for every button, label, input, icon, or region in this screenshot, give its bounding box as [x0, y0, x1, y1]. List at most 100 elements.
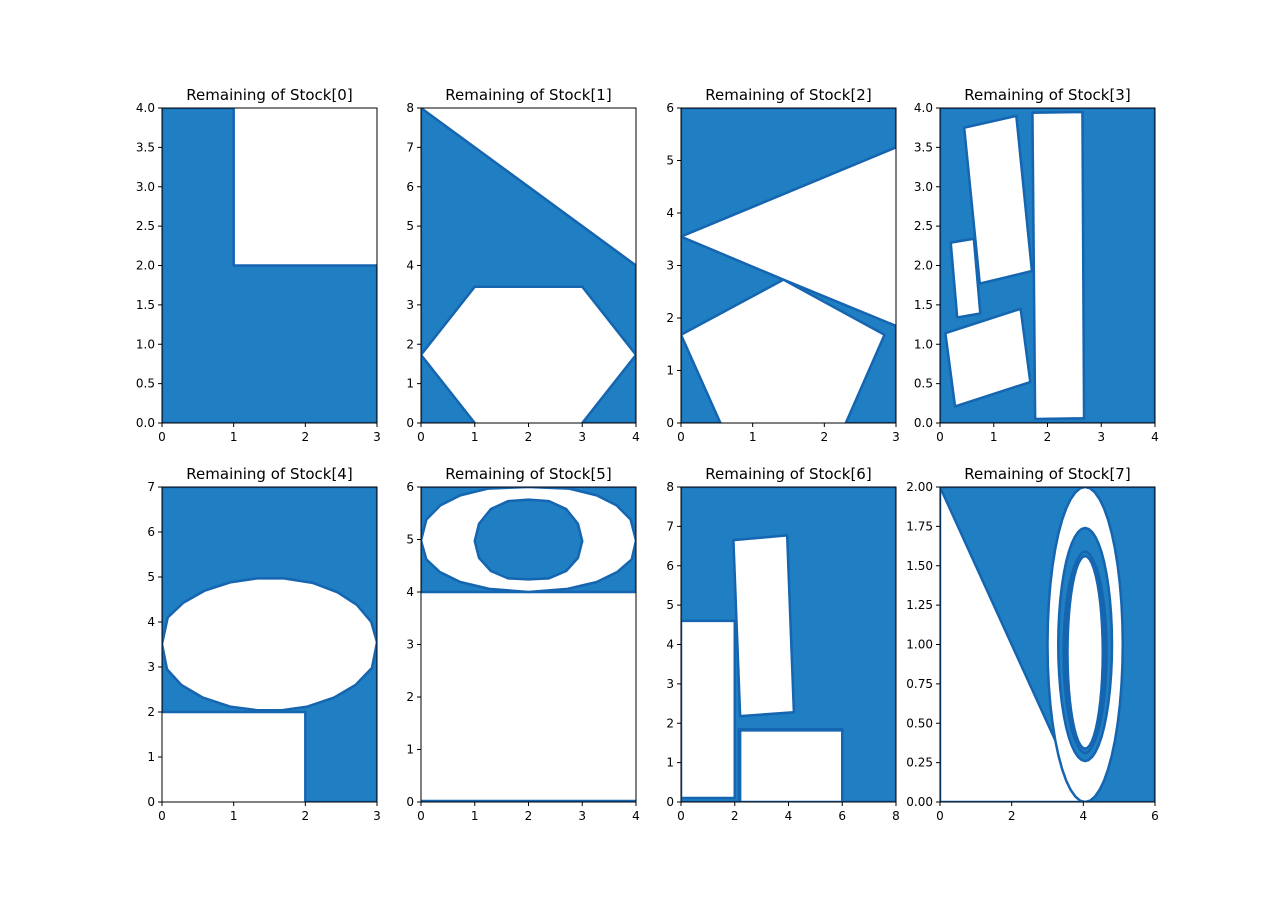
- panel-0: 0 1 2 3 0.0 0.5 1.0 1.5 2.0 2.5 3.0 3.5 4.0 Remaining…: [136, 86, 381, 444]
- y-tick-label: 2: [406, 690, 414, 704]
- y-tick-label: 2.0: [914, 259, 933, 273]
- x-tick-label: 2: [525, 430, 533, 444]
- y-tick-label: 1: [406, 743, 414, 757]
- x-tick-label: 6: [838, 809, 846, 823]
- y-tick-label: 0.50: [906, 716, 933, 730]
- remaining-region: [681, 108, 896, 238]
- x-tick-label: 4: [1080, 809, 1088, 823]
- x-tick-label: 0: [936, 809, 944, 823]
- x-tick-label: 2: [731, 809, 739, 823]
- y-tick-label: 4: [406, 259, 414, 273]
- y-tick-label: 5: [147, 570, 155, 584]
- y-tick-label: 6: [666, 101, 674, 115]
- y-tick-label: 3: [666, 259, 674, 273]
- x-tick-label: 6: [1151, 809, 1159, 823]
- y-tick-label: 0: [147, 795, 155, 809]
- y-tick-label: 1.0: [914, 337, 933, 351]
- panel-4: 0 1 2 3 0 1 2 3 4 5 6 7 Remaining of Stock[4]: [147, 465, 380, 823]
- y-tick-label: 1.75: [906, 519, 933, 533]
- y-tick-label: 4.0: [914, 101, 933, 115]
- plot-area: [940, 487, 1155, 802]
- y-tick-label: 0.00: [906, 795, 933, 809]
- y-tick-label: 5: [666, 154, 674, 168]
- remaining-region: [681, 333, 722, 423]
- y-tick-label: 1: [666, 756, 674, 770]
- x-tick-label: 2: [821, 430, 829, 444]
- y-tick-label: 6: [666, 559, 674, 573]
- remaining-region: [421, 108, 636, 357]
- y-tick-label: 2: [666, 311, 674, 325]
- plot-area: [681, 487, 896, 802]
- y-tick-label: 8: [406, 101, 414, 115]
- x-tick-label: 0: [677, 430, 685, 444]
- x-tick-label: 1: [471, 809, 479, 823]
- y-tick-label: 0.25: [906, 756, 933, 770]
- plot-area: [162, 487, 377, 802]
- cut-piece: [940, 487, 1085, 802]
- x-tick-label: 3: [578, 809, 586, 823]
- y-tick-label: 2.5: [136, 219, 155, 233]
- remaining-region: [162, 108, 377, 423]
- y-tick-label: 2.00: [906, 480, 933, 494]
- x-tick-label: 3: [892, 430, 900, 444]
- x-tick-label: 1: [230, 430, 238, 444]
- cut-piece: [949, 237, 982, 319]
- y-tick-label: 6: [147, 525, 155, 539]
- cut-piece: [162, 577, 377, 712]
- y-tick-label: 3: [406, 638, 414, 652]
- plot-area: [421, 108, 636, 423]
- x-tick-label: 1: [471, 430, 479, 444]
- y-tick-label: 0: [666, 795, 674, 809]
- y-tick-label: 3: [147, 660, 155, 674]
- remaining-region: [681, 235, 785, 337]
- x-tick-label: 0: [936, 430, 944, 444]
- cut-piece: [1031, 110, 1086, 421]
- y-tick-label: 6: [406, 180, 414, 194]
- x-tick-label: 2: [525, 809, 533, 823]
- axes-frame: [161, 486, 378, 803]
- y-tick-label: 0.0: [914, 416, 933, 430]
- x-tick-label: 3: [373, 809, 381, 823]
- plot-area: [162, 108, 377, 423]
- y-tick-label: 0.0: [136, 416, 155, 430]
- x-tick-label: 1: [749, 430, 757, 444]
- x-tick-label: 4: [785, 809, 793, 823]
- plot-area: [681, 108, 896, 423]
- remaining-region: [581, 353, 636, 423]
- panel-title: Remaining of Stock[5]: [445, 465, 611, 483]
- y-tick-label: 0: [406, 795, 414, 809]
- plot-area: [421, 487, 636, 802]
- y-tick-label: 4.0: [136, 101, 155, 115]
- y-tick-label: 1: [666, 364, 674, 378]
- x-tick-label: 4: [632, 430, 640, 444]
- panel-7: 0 2 4 6 0.00 0.25 0.50 0.75 1.00 1.25 1.50 1.75 2.00…: [906, 465, 1159, 823]
- panel-title: Remaining of Stock[0]: [186, 86, 352, 104]
- y-tick-label: 1.00: [906, 638, 933, 652]
- y-tick-label: 1: [147, 750, 155, 764]
- panel-title: Remaining of Stock[6]: [705, 465, 871, 483]
- remaining-island: [473, 498, 584, 581]
- panel-2: 0 1 2 3 0 1 2 3 4 5 6 Remaining of Stock[2]: [666, 86, 899, 444]
- panel-title: Remaining of Stock[3]: [964, 86, 1130, 104]
- x-tick-label: 0: [677, 809, 685, 823]
- y-tick-label: 1.5: [914, 298, 933, 312]
- y-tick-label: 1.25: [906, 598, 933, 612]
- y-tick-label: 4: [666, 206, 674, 220]
- y-tick-label: 5: [666, 598, 674, 612]
- y-tick-label: 0: [406, 416, 414, 430]
- y-tick-label: 1.50: [906, 559, 933, 573]
- x-tick-label: 3: [1097, 430, 1105, 444]
- y-tick-label: 3.0: [136, 180, 155, 194]
- y-tick-label: 4: [147, 615, 155, 629]
- cut-piece: [732, 534, 796, 718]
- y-tick-label: 3.0: [914, 180, 933, 194]
- y-tick-label: 7: [406, 140, 414, 154]
- plot-area: [940, 108, 1155, 423]
- panel-title: Remaining of Stock[7]: [964, 465, 1130, 483]
- panel-title: Remaining of Stock[4]: [186, 465, 352, 483]
- cut-piece: [681, 619, 736, 800]
- cut-piece: [738, 729, 844, 802]
- x-tick-label: 2: [302, 430, 310, 444]
- panel-title: Remaining of Stock[2]: [705, 86, 871, 104]
